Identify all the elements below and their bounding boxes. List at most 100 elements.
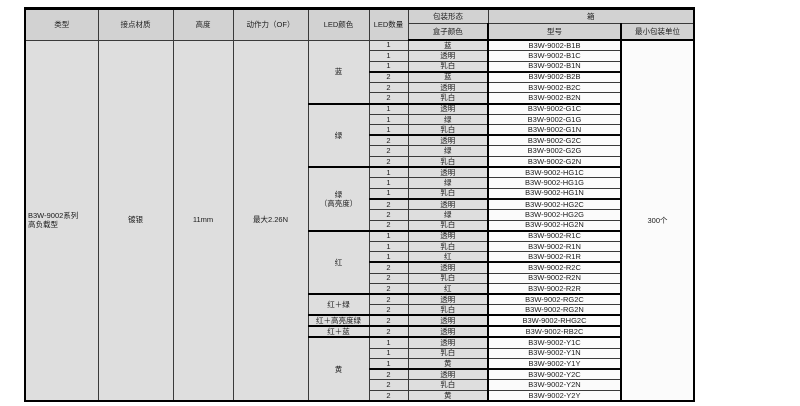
cell-height: 11mm (172, 39, 234, 402)
cell-led-color: 绿 (307, 102, 370, 168)
cell-model-number: B3W-9002-HG2N (487, 219, 622, 232)
table-row: 2 蓝 B3W-9002-B2B (25, 70, 694, 83)
cell-box-color: 乳白 (407, 347, 489, 360)
cell-model-number: B3W-9002-RG2C (487, 293, 622, 306)
cell-box-color: 乳白 (407, 92, 489, 105)
table-row: 黄 1 透明 B3W-9002-Y1C (25, 336, 694, 402)
cell-model-number: B3W-9002-R1C (487, 229, 622, 242)
cell-led-count: 1 (368, 229, 409, 242)
cell-led-count: 2 (368, 325, 409, 338)
cell-box-color: 透明 (407, 261, 489, 274)
table-row: 2 透明 B3W-9002-Y2C (25, 368, 694, 381)
cell-box-color: 透明 (407, 197, 489, 210)
table-row: B3W-9002系列 高负载型 镀银 11mm 最大2.26N 蓝 1 蓝 B3W-9002-B… (24, 39, 695, 402)
cell-led-count: 2 (368, 368, 409, 381)
table-row: 2 乳白 B3W-9002-Y2N (25, 379, 694, 391)
cell-led-count: 2 (368, 156, 409, 168)
table-row: 1 透明 B3W-9002-B1C (25, 50, 694, 62)
cell-box-color: 透明 (407, 368, 489, 381)
cell-led-color: 绿（高亮度） (307, 166, 370, 232)
cell-model-number: B3W-9002-Y2Y (487, 389, 622, 402)
col-header-min-package-unit: 最小包装单位 (620, 23, 695, 41)
cell-led-count: 2 (368, 304, 409, 316)
cell-box-color: 乳白 (407, 60, 489, 73)
cell-box-color: 蓝 (407, 70, 489, 83)
cell-box-color: 透明 (407, 325, 489, 338)
cell-box-color: 乳白 (407, 304, 489, 316)
cell-model-number: B3W-9002-G2G (487, 145, 622, 158)
cell-led-count: 1 (368, 50, 409, 62)
cell-model-number: B3W-9002-RG2N (487, 304, 622, 316)
cell-led-count: 1 (368, 60, 409, 73)
cell-model-number: B3W-9002-R2C (487, 261, 622, 274)
cell-model-number: B3W-9002-Y1N (487, 347, 622, 360)
cell-box-color: 乳白 (407, 219, 489, 232)
table-row: 绿 1 透明 B3W-9002-G1C (25, 102, 694, 168)
table-row: 1 乳白 B3W-9002-R1N (25, 240, 694, 253)
cell-model-number: B3W-9002-HG1N (487, 187, 622, 200)
cell-led-count: 2 (368, 379, 409, 391)
cell-model-number: B3W-9002-G2N (487, 156, 622, 168)
led-color-name: 红＋蓝 (327, 327, 350, 337)
col-header-carton: 箱 (487, 8, 695, 24)
cell-led-color: 红＋蓝 (307, 325, 370, 338)
col-header-packaging-form: 包装形态 (407, 8, 489, 24)
cell-led-count: 2 (368, 389, 409, 402)
led-color-name: 蓝 (334, 67, 343, 77)
cell-model-number: B3W-9002-R1R (487, 251, 622, 263)
cell-model-number: B3W-9002-R1N (487, 240, 622, 253)
cell-box-color: 绿 (407, 113, 489, 126)
cell-model-number: B3W-9002-RHG2C (487, 314, 622, 327)
cell-led-count: 2 (368, 272, 409, 285)
cell-led-count: 2 (368, 261, 409, 274)
cell-led-count: 2 (368, 209, 409, 221)
cell-led-count: 2 (368, 145, 409, 158)
cell-led-count: 1 (368, 39, 409, 52)
led-color-name: 红＋绿 (327, 300, 350, 310)
cell-model-number: B3W-9002-B1B (487, 39, 622, 52)
cell-box-color: 透明 (407, 314, 489, 327)
cell-led-count: 1 (368, 240, 409, 253)
cell-model-number: B3W-9002-B2C (487, 81, 622, 94)
series-subtype: 高负载型 (28, 220, 58, 230)
col-header-led-count: LED数量 (368, 8, 409, 41)
cell-series-type: B3W-9002系列 高负载型 (24, 39, 99, 402)
table-row: 2 乳白 B3W-9002-HG2N (25, 219, 694, 232)
cell-model-number: B3W-9002-G2C (487, 134, 622, 147)
cell-model-number: B3W-9002-B2N (487, 92, 622, 105)
led-color-name: 红 (334, 257, 343, 267)
cell-box-color: 透明 (407, 293, 489, 306)
table-row: 2 绿 B3W-9002-G2G (25, 145, 694, 158)
cell-led-count: 1 (368, 251, 409, 263)
cell-model-number: B3W-9002-B1N (487, 60, 622, 73)
table-row: 红＋高亮度绿 2 透明 B3W-9002-RHG2C (25, 314, 694, 327)
col-header-model: 型号 (487, 23, 622, 41)
cell-box-color: 透明 (407, 229, 489, 242)
cell-led-count: 1 (368, 102, 409, 115)
col-header-type: 类型 (24, 8, 99, 41)
cell-operating-force: 最大2.26N (232, 39, 309, 402)
col-header-contact-material: 接点材质 (97, 8, 174, 41)
table-row: 2 透明 B3W-9002-G2C (25, 134, 694, 147)
table-row: 2 黄 B3W-9002-Y2Y (25, 389, 694, 402)
table-row: 绿（高亮度） 1 透明 B3W-9002-HG1C (25, 166, 694, 232)
cell-led-count: 1 (368, 124, 409, 136)
cell-led-color: 红＋高亮度绿 (307, 314, 370, 327)
cell-model-number: B3W-9002-HG2C (487, 197, 622, 210)
cell-min-package-unit: 300个 (620, 39, 695, 402)
cell-model-number: B3W-9002-G1C (487, 102, 622, 115)
cell-box-color: 绿 (407, 177, 489, 189)
cell-box-color: 乳白 (407, 156, 489, 168)
cell-model-number: B3W-9002-Y1Y (487, 358, 622, 370)
cell-model-number: B3W-9002-HG1C (487, 166, 622, 179)
led-color-name: 绿 (334, 130, 343, 140)
cell-led-count: 2 (368, 134, 409, 147)
cell-led-color: 黄 (307, 336, 370, 402)
cell-box-color: 透明 (407, 102, 489, 115)
cell-led-color: 红 (307, 229, 370, 295)
cell-model-number: B3W-9002-B2B (487, 70, 622, 83)
col-header-led-color: LED颜色 (307, 8, 370, 41)
cell-model-number: B3W-9002-R2N (487, 272, 622, 285)
cell-led-count: 1 (368, 347, 409, 360)
cell-box-color: 黄 (407, 358, 489, 370)
